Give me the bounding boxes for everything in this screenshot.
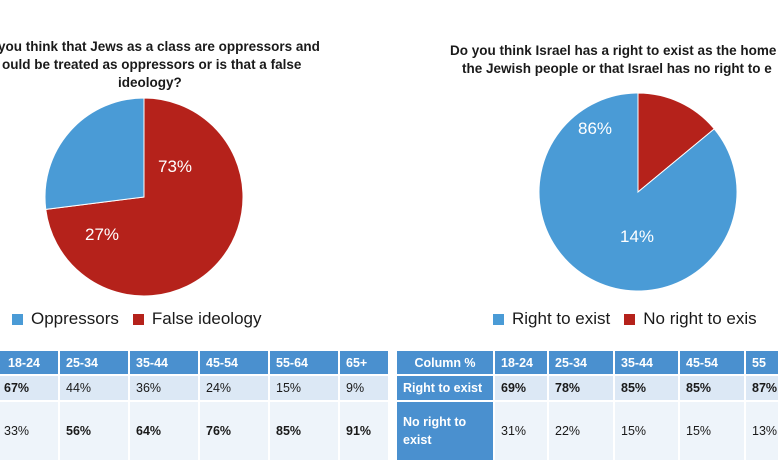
table-cell: 85% (270, 402, 340, 462)
legend-label-right-to-exist: Right to exist (512, 309, 611, 328)
table-header-cell: 55-64 (270, 351, 340, 376)
legend-swatch-right-to-exist (493, 313, 504, 325)
table-cell: 15% (680, 402, 746, 462)
table-cell: 24% (200, 376, 270, 402)
pie-slice-no-right-to-exist (637, 92, 715, 194)
table-cell: 13% (746, 402, 780, 462)
legend-label-oppressors: Oppressors (31, 309, 119, 328)
left-title-line: you think that Jews as a class are oppre… (0, 39, 320, 54)
table-cell: 9% (340, 376, 390, 402)
table-header-cell: 45-54 (680, 351, 746, 376)
left-pie-chart: 73% 27% (44, 97, 244, 297)
pie-data-label: 73% (158, 157, 192, 176)
table-header-cell: 18-24 (495, 351, 549, 376)
pie-data-label: 86% (578, 119, 612, 138)
table-cell: 36% (130, 376, 200, 402)
table-header-cell: 45-54 (200, 351, 270, 376)
pie-data-label: 14% (620, 227, 654, 246)
table-row-header: Right to exist (397, 376, 495, 402)
legend-swatch-no-right (624, 313, 636, 325)
table-header-cell: 18-24 (0, 351, 60, 376)
right-pie-chart: 14% 86% (538, 92, 738, 292)
pie-slice-right-to-exist (538, 92, 738, 292)
legend-swatch-oppressors (12, 313, 23, 325)
pie-data-label: 27% (85, 225, 119, 244)
table-corner-cell: Column % (397, 351, 495, 376)
table-row-header: No right to exist (397, 402, 495, 462)
table-cell: 67% (0, 376, 60, 402)
table-header-cell: 25-34 (549, 351, 615, 376)
table-cell: 91% (340, 402, 390, 462)
table-header-cell: 65+ (340, 351, 390, 376)
left-age-table: 18-24 25-34 35-44 45-54 55-64 65+ 67% 44… (0, 351, 390, 462)
table-cell: 69% (495, 376, 549, 402)
table-cell: 85% (615, 376, 680, 402)
legend-label-no-right: No right to exis (643, 309, 757, 328)
table-cell: 85% (680, 376, 746, 402)
left-title-line: ould be treated as oppressors or is that… (2, 57, 302, 72)
right-legend: Right to exist No right to exis (493, 309, 771, 329)
table-header-cell: 25-34 (60, 351, 130, 376)
pie-slice-oppressors (44, 97, 145, 210)
table-cell: 15% (615, 402, 680, 462)
right-title-line: Do you think Israel has a right to exist… (450, 43, 777, 58)
table-header-cell: 35-44 (130, 351, 200, 376)
table-cell: 76% (200, 402, 270, 462)
table-header-cell: 55 (746, 351, 780, 376)
right-age-table: Column % 18-24 25-34 35-44 45-54 55 Righ… (397, 351, 780, 462)
table-cell: 64% (130, 402, 200, 462)
table-cell: 22% (549, 402, 615, 462)
table-cell: 56% (60, 402, 130, 462)
legend-swatch-false-ideology (132, 313, 144, 325)
right-chart-title: Do you think Israel has a right to exist… (450, 42, 780, 78)
left-chart-title: you think that Jews as a class are oppre… (0, 38, 320, 92)
table-cell: 78% (549, 376, 615, 402)
table-cell: 44% (60, 376, 130, 402)
legend-label-false-ideology: False ideology (151, 309, 262, 328)
table-cell: 33% (0, 402, 60, 462)
left-legend: Oppressors False ideology (12, 309, 276, 329)
left-title-line: ideology? (118, 75, 182, 90)
table-cell: 87% (746, 376, 780, 402)
right-title-line: the Jewish people or that Israel has no … (462, 61, 772, 76)
table-cell: 31% (495, 402, 549, 462)
table-header-cell: 35-44 (615, 351, 680, 376)
table-cell: 15% (270, 376, 340, 402)
